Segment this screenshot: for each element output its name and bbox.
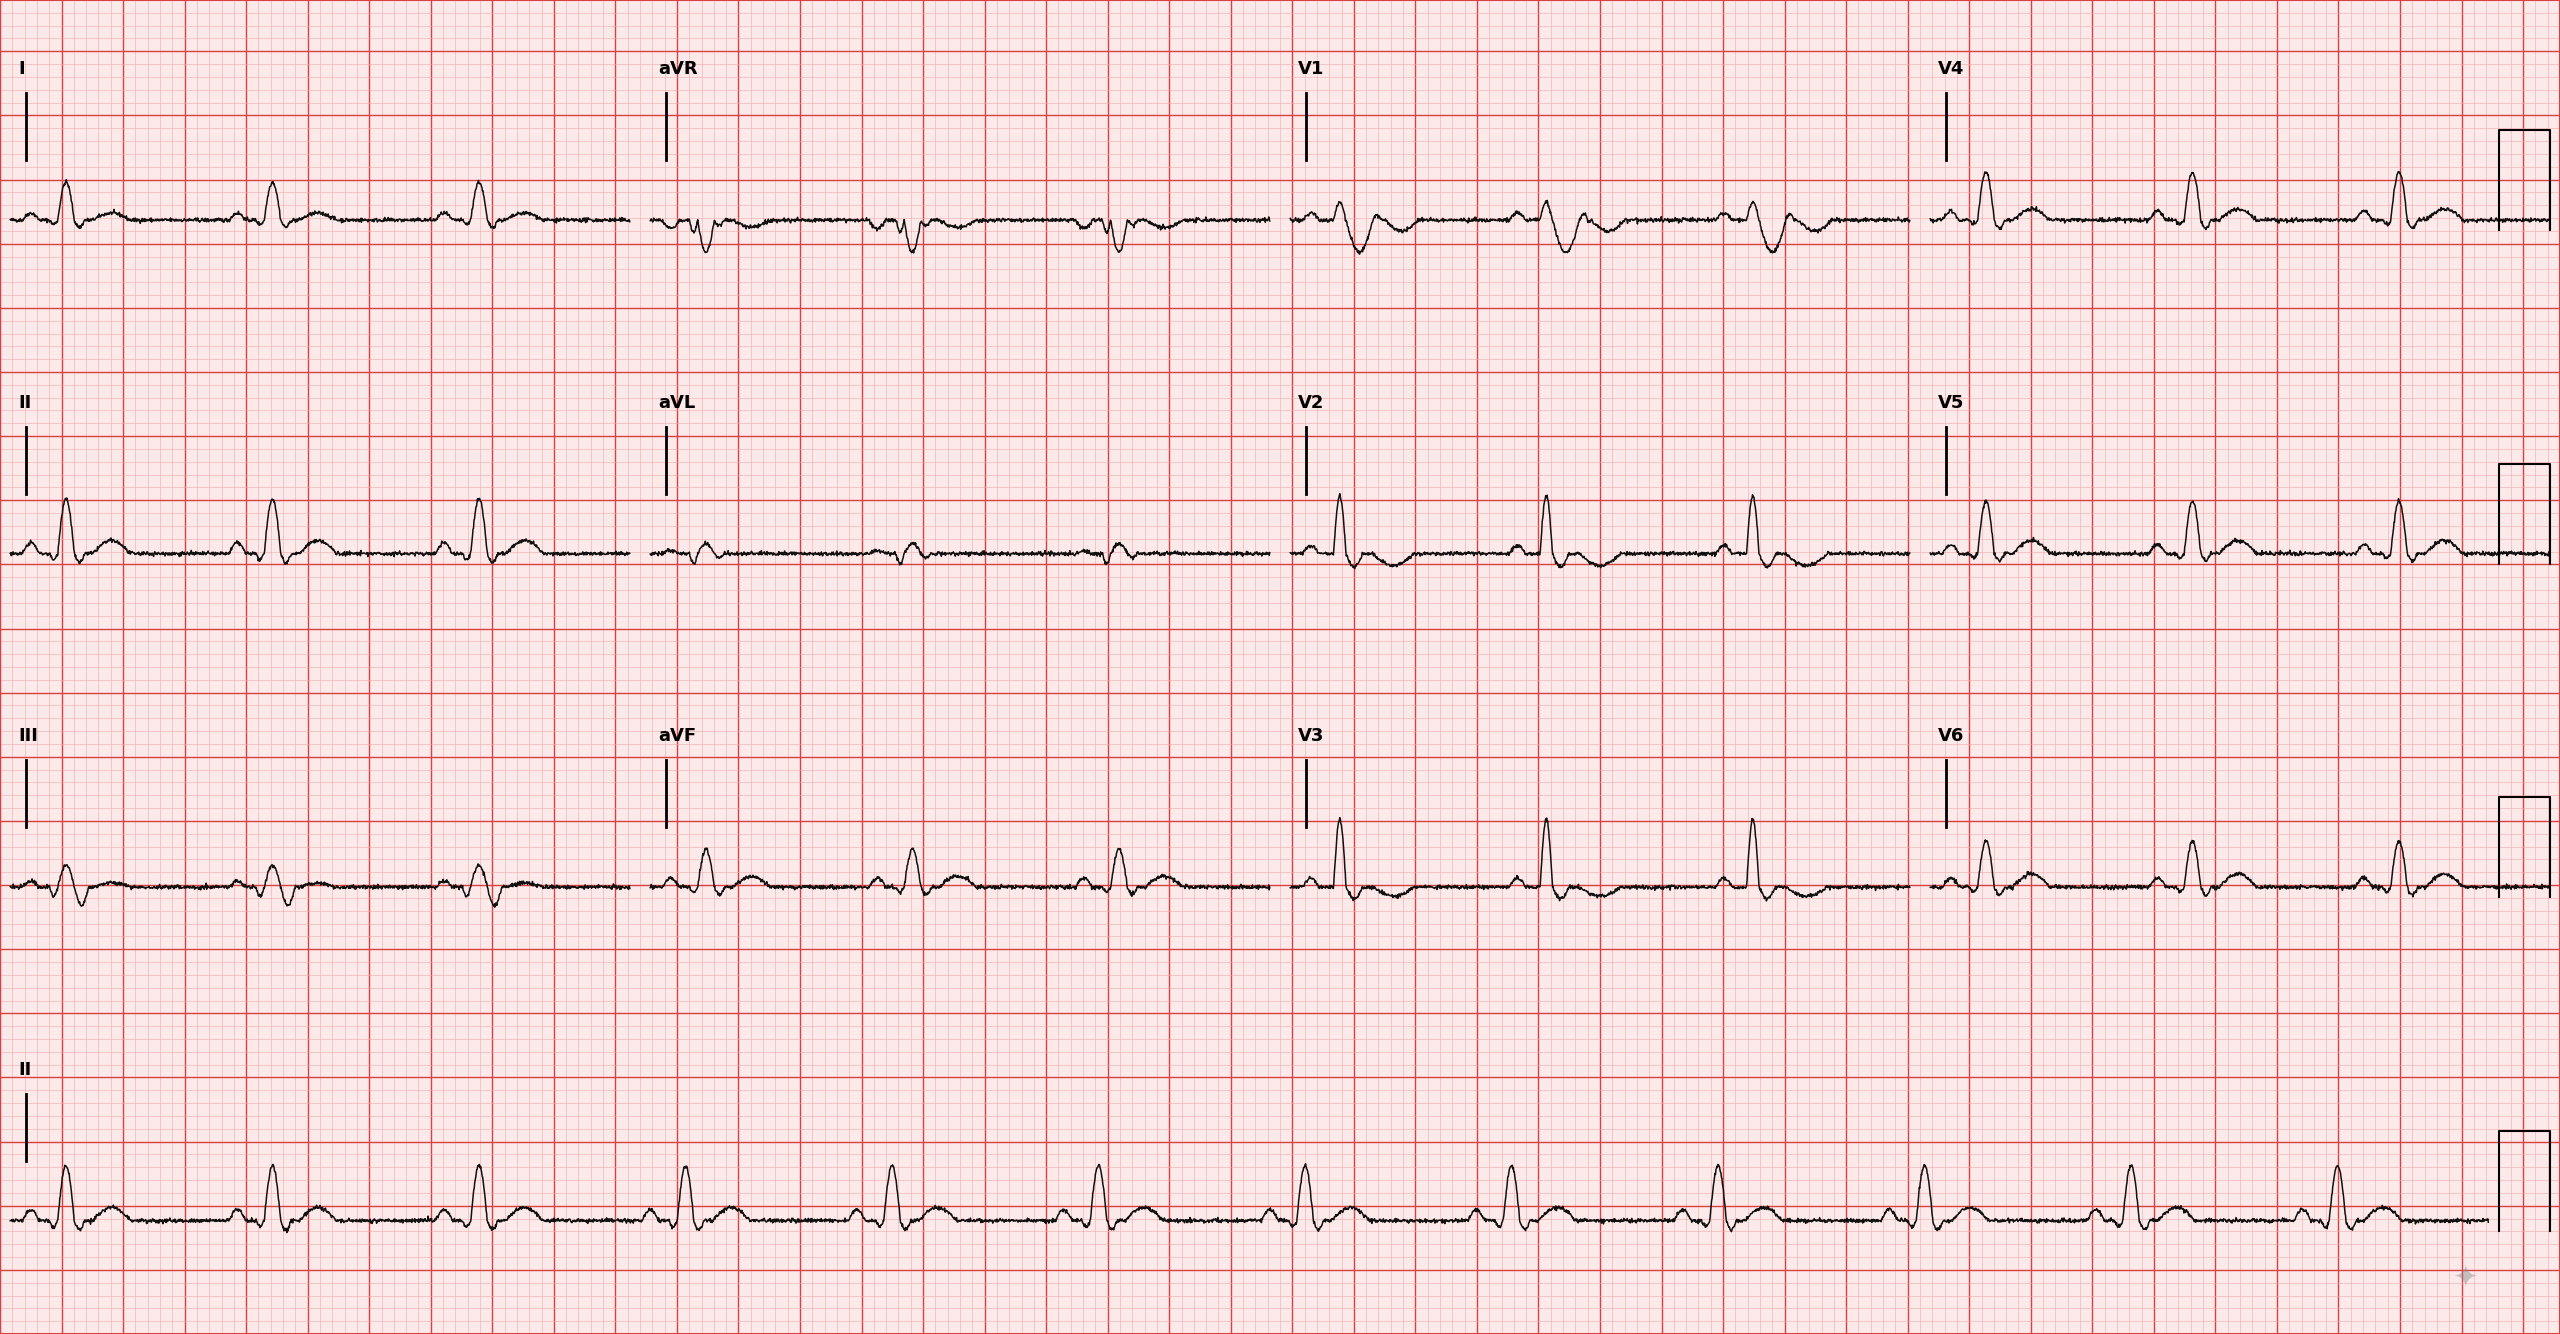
- Text: V5: V5: [1938, 394, 1964, 411]
- Text: aVL: aVL: [658, 394, 696, 411]
- Text: V3: V3: [1298, 727, 1324, 744]
- Text: V1: V1: [1298, 60, 1324, 77]
- Text: II: II: [18, 394, 31, 411]
- Text: V2: V2: [1298, 394, 1324, 411]
- Text: aVR: aVR: [658, 60, 696, 77]
- Text: aVF: aVF: [658, 727, 696, 744]
- Text: II: II: [18, 1061, 31, 1078]
- Text: V6: V6: [1938, 727, 1964, 744]
- Text: I: I: [18, 60, 26, 77]
- Text: V4: V4: [1938, 60, 1964, 77]
- Text: ✦: ✦: [2452, 1263, 2478, 1293]
- Text: III: III: [18, 727, 38, 744]
